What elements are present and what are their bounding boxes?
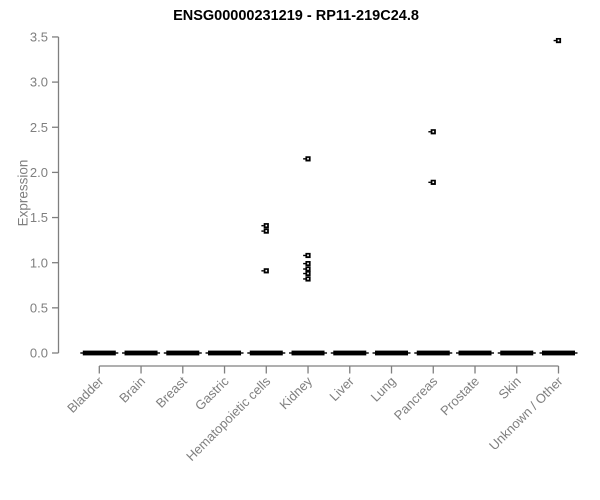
y-tick-label: 3.0 <box>30 75 48 90</box>
zero-cluster-bar <box>456 350 495 356</box>
x-category-label: Liver <box>326 373 357 404</box>
data-point <box>261 223 269 229</box>
data-point <box>553 37 562 44</box>
x-category-label: Kidney <box>276 373 315 412</box>
y-tick-label: 1.5 <box>30 210 48 225</box>
zero-cluster-bar <box>289 350 328 356</box>
chart-title: ENSG00000231219 - RP11-219C24.8 <box>173 8 419 24</box>
data-point <box>303 261 311 267</box>
data-point <box>428 179 436 185</box>
data-point <box>261 268 269 274</box>
zero-cluster-bar <box>122 350 161 356</box>
y-tick-label: 1.0 <box>30 255 48 270</box>
data-point <box>303 270 311 277</box>
data-point <box>303 276 311 282</box>
data-point <box>428 129 436 135</box>
y-tick-label: 2.0 <box>30 165 48 180</box>
zero-cluster-bar <box>414 350 453 356</box>
x-category-label: Gastric <box>192 373 232 413</box>
x-category-label: Brain <box>116 374 148 406</box>
zero-cluster-bar <box>80 350 119 356</box>
x-category-label: Skin <box>495 374 523 402</box>
zero-cluster-bar <box>330 350 369 356</box>
zero-cluster-bar <box>539 350 578 356</box>
x-category-label: Unknown / Other <box>486 373 566 453</box>
data-point <box>303 252 311 259</box>
x-category-label: Lung <box>368 374 399 405</box>
data-point <box>303 156 311 162</box>
x-category-label: Breast <box>153 373 190 410</box>
zero-cluster-bar <box>497 350 536 356</box>
zero-cluster-bar <box>247 350 286 356</box>
x-category-label: Bladder <box>64 373 107 416</box>
y-tick-label: 2.5 <box>30 120 48 135</box>
y-tick-label: 3.5 <box>30 30 48 45</box>
x-category-label: Pancreas <box>391 373 441 423</box>
data-point <box>303 266 311 272</box>
zero-cluster-bar <box>372 350 411 356</box>
y-tick-label: 0.0 <box>30 346 48 361</box>
x-category-label: Prostate <box>437 374 482 419</box>
y-tick-label: 0.5 <box>30 300 48 315</box>
data-point <box>261 228 269 234</box>
zero-cluster-bar <box>163 350 202 356</box>
zero-cluster-bar <box>205 350 244 356</box>
